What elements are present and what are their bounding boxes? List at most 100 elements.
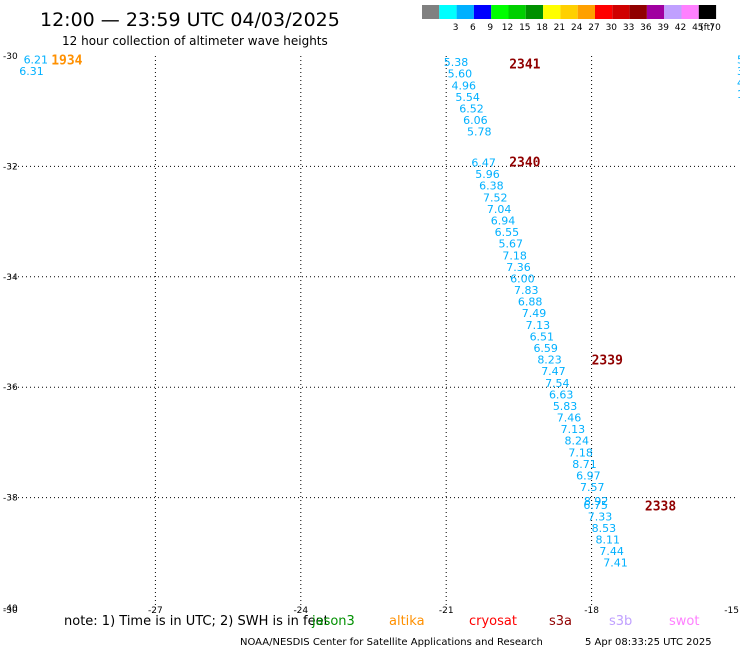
swh-value: 6.88	[518, 296, 543, 309]
swh-value: 6.94	[491, 214, 515, 227]
swh-value: 8.24	[564, 435, 589, 448]
chart-grid	[10, 56, 737, 608]
legend-label: 12	[502, 23, 513, 33]
swh-points: 6.216.31 5.385.604.965.546.526.065.78 6.47…	[19, 53, 740, 569]
swh-value: 7.36	[506, 261, 531, 274]
time-label: 1934	[51, 53, 82, 68]
swh-value: 5.54	[455, 91, 480, 104]
x-tick-label: -18	[584, 606, 599, 616]
legend-label: 39	[657, 23, 669, 33]
legend-swatch	[612, 5, 630, 19]
swh-value: 7.41	[603, 557, 628, 570]
swh-value: 7.46	[557, 412, 582, 425]
swh-value: 6.52	[459, 102, 484, 115]
footer-timestamp: 5 Apr 08:33:25 UTC 2025	[585, 637, 712, 648]
swh-value: 6.38	[479, 180, 504, 193]
y-tick-label: -38	[3, 494, 18, 504]
swh-value: 3	[737, 65, 740, 78]
legend-swatch	[698, 5, 717, 19]
x-tick-label: -21	[439, 606, 454, 616]
swh-value: 5.60	[448, 68, 473, 81]
legend-swatch	[439, 5, 457, 19]
swh-value: 6.59	[533, 342, 558, 355]
satellite-swot: swot	[669, 614, 699, 629]
swh-value: 8.71	[572, 458, 597, 471]
swh-value: 6.31	[19, 65, 43, 78]
legend-label: 18	[536, 23, 548, 33]
swh-value: 6.21	[24, 53, 49, 66]
legend-swatch	[525, 5, 544, 19]
legend-swatch	[422, 5, 440, 19]
swh-value: 7.83	[514, 284, 539, 297]
legend-label: 30	[606, 23, 618, 33]
legend-label: 36	[640, 23, 652, 33]
legend-swatch	[456, 5, 474, 19]
swh-value: 7.49	[522, 307, 547, 320]
legend-label: 21	[554, 23, 565, 33]
swh-value: 7.54	[545, 377, 570, 390]
legend-label: 3	[453, 23, 459, 33]
legend-unit: (ft)	[700, 23, 714, 33]
time-label: 2339	[592, 354, 623, 369]
swh-value: 5.67	[499, 238, 524, 251]
swh-value: 7.52	[483, 191, 508, 204]
time-label: 2340	[509, 155, 540, 170]
legend-swatch	[491, 5, 509, 19]
time-labels: 1934 2341 2340 2339 2338	[51, 53, 676, 514]
legend-swatch	[473, 5, 492, 19]
swh-value: 5.38	[444, 56, 469, 69]
swh-value: 8.53	[592, 522, 617, 535]
swh-value: 6.97	[576, 470, 601, 483]
legend-swatch	[664, 5, 682, 19]
legend-swatch	[681, 5, 699, 19]
swh-value: 5.83	[553, 400, 578, 413]
swh-value: 6.06	[463, 114, 488, 127]
swh-value: 7.33	[588, 510, 613, 523]
note-text: note: 1) Time is in UTC; 2) SWH is in fe…	[64, 614, 329, 629]
swh-value: 4.96	[452, 79, 477, 92]
swh-value: 7.13	[561, 423, 586, 436]
swh-value: 8.92	[584, 495, 609, 508]
swh-value: 7.04	[487, 203, 512, 216]
swh-value: 4	[737, 76, 740, 89]
color-legend: 3 6 9 12 15 18 21 24 27 30 33 36 39 42 45 70(ft)	[422, 5, 721, 33]
y-tick-label: -36	[3, 383, 18, 393]
swh-value: 6.75	[583, 499, 608, 512]
satellite-legend: jason3 altika cryosat s3a s3b swot	[311, 614, 699, 629]
legend-label: 42	[675, 23, 686, 33]
time-label: 2341	[509, 58, 540, 73]
y-tick-label: -40	[3, 604, 18, 614]
legend-swatch	[508, 5, 526, 19]
swh-value: 7.18	[502, 249, 527, 262]
satellite-s3b: s3b	[609, 614, 632, 629]
swh-value: 5	[737, 53, 740, 66]
y-tick-label: -30	[3, 52, 18, 62]
y-tick-label: -34	[3, 273, 18, 283]
chart-axes: -30-32-34-36-38-40-30 -27 -24 -21 -18 -15	[3, 52, 739, 616]
x-tick-label: -30	[3, 606, 18, 616]
x-tick-label: -15	[724, 606, 739, 616]
swh-value: 7.47	[541, 365, 566, 378]
page-subtitle: 12 hour collection of altimeter wave hei…	[62, 34, 328, 48]
x-tick-label: -24	[293, 606, 308, 616]
swh-value: 6.00	[510, 272, 535, 285]
swh-value: 6.51	[530, 330, 555, 343]
legend-label: 24	[571, 23, 583, 33]
footer-credit: NOAA/NESDIS Center for Satellite Applica…	[240, 637, 543, 648]
swh-value: 6.63	[549, 388, 574, 401]
swh-value: 8.23	[537, 354, 562, 367]
swh-value: 6.55	[495, 226, 519, 239]
swh-value: 7.18	[568, 446, 593, 459]
satellite-altika: altika	[389, 614, 425, 629]
swh-value: 7.44	[599, 545, 624, 558]
satellite-jason3: jason3	[311, 614, 355, 629]
swh-value: 7.57	[580, 481, 605, 494]
legend-label: 9	[487, 23, 493, 33]
legend-swatch	[560, 5, 578, 19]
legend-label: 6	[470, 23, 476, 33]
legend-swatch	[646, 5, 665, 19]
satellite-s3a: s3a	[549, 614, 572, 629]
swh-value: 5.96	[475, 168, 500, 181]
legend-label: 70	[709, 23, 721, 33]
